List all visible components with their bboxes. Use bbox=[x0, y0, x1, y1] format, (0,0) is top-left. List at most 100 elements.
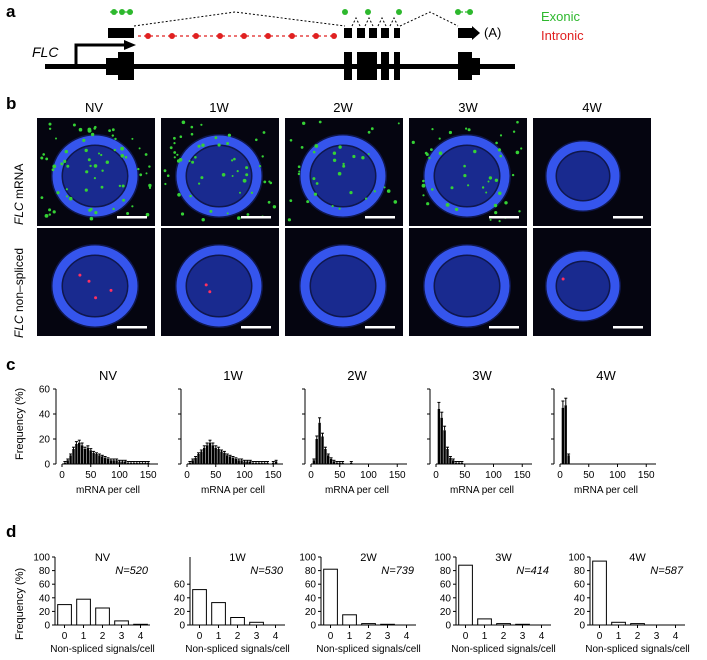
exonic-signal bbox=[386, 189, 391, 193]
nucleus-ring bbox=[424, 135, 510, 217]
x-tick-label: 3 bbox=[520, 631, 526, 642]
exonic-signal bbox=[497, 148, 501, 152]
hist-bar bbox=[237, 460, 240, 465]
hist-title: 4W bbox=[596, 368, 616, 383]
nucleus-interior bbox=[557, 262, 609, 310]
hist-bar bbox=[460, 462, 464, 465]
exonic-signal bbox=[255, 138, 258, 142]
exonic-signal bbox=[100, 185, 104, 189]
nucleus-ring bbox=[424, 245, 510, 327]
exonic-signal bbox=[226, 212, 229, 215]
exonic-signal bbox=[169, 146, 173, 150]
exonic-signal bbox=[82, 138, 86, 142]
hist-bar bbox=[69, 455, 72, 465]
bar bbox=[611, 621, 626, 626]
hist-bar bbox=[72, 449, 75, 464]
panel-d-letter: d bbox=[6, 522, 17, 541]
exonic-signal bbox=[373, 190, 376, 193]
bar-xlabel: Non-spliced signals/cell bbox=[316, 644, 421, 655]
bar bbox=[76, 598, 91, 626]
x-tick-label: 0 bbox=[463, 631, 469, 642]
exonic-signal bbox=[250, 191, 254, 194]
exonic-signal bbox=[87, 158, 91, 162]
exonic-signal bbox=[164, 182, 167, 186]
nucleus-ring bbox=[546, 251, 620, 321]
hist-bar bbox=[260, 462, 263, 465]
y-tick-label: 60 bbox=[574, 580, 586, 591]
exonic-signal bbox=[122, 198, 126, 202]
x-tick-label: 2 bbox=[635, 631, 641, 642]
y-tick-label: 100 bbox=[299, 553, 316, 564]
panel-c-letter: c bbox=[6, 355, 16, 374]
nucleus-interior bbox=[311, 146, 375, 206]
exonic-signal bbox=[111, 128, 115, 132]
exonic-signal bbox=[272, 205, 277, 209]
hist-bar bbox=[246, 461, 249, 464]
exonic-signal bbox=[94, 211, 98, 215]
exonic-signal bbox=[137, 167, 140, 171]
scale-bar bbox=[613, 216, 643, 219]
exonic-signal bbox=[438, 151, 443, 155]
exonic-signal bbox=[365, 197, 368, 200]
exonic-signal bbox=[173, 136, 176, 140]
nucleus-ring bbox=[52, 245, 138, 327]
bar bbox=[496, 623, 511, 626]
x-tick-label: 4 bbox=[404, 631, 410, 642]
exonic-signal bbox=[85, 170, 89, 174]
y-tick-label: 40 bbox=[39, 593, 51, 604]
y-tick-label: 40 bbox=[174, 593, 186, 604]
hist-bar bbox=[63, 462, 67, 465]
exonic-signal bbox=[52, 210, 56, 214]
nucleus-interior bbox=[557, 152, 609, 200]
y-tick-label: 0 bbox=[579, 621, 585, 632]
exonic-signal bbox=[118, 184, 122, 188]
exonic-signal bbox=[200, 123, 203, 126]
hist-bar bbox=[223, 452, 226, 465]
exonic-signal bbox=[337, 171, 342, 176]
hist-bar bbox=[135, 462, 138, 465]
bar bbox=[95, 607, 110, 626]
micrograph-mrna-1w bbox=[161, 118, 279, 226]
hist-bar bbox=[452, 460, 455, 465]
scale-bar bbox=[241, 326, 271, 329]
hist-bar bbox=[228, 456, 232, 464]
micrograph-mrna-nv bbox=[37, 118, 155, 226]
exonic-signal bbox=[263, 180, 267, 184]
exonic-signal bbox=[51, 168, 55, 172]
exonic-signal bbox=[40, 196, 44, 199]
x-tick-label: 1 bbox=[216, 631, 222, 642]
nucleus-interior bbox=[187, 146, 251, 206]
bar bbox=[515, 623, 530, 626]
hist-bar bbox=[449, 457, 452, 465]
intronic-signal bbox=[109, 288, 113, 292]
row-label-nonspliced: FLC non–spliced bbox=[12, 247, 26, 338]
hist-bar bbox=[83, 449, 87, 464]
x-tick-label: 3 bbox=[254, 631, 260, 642]
micrograph-nonspliced-nv bbox=[37, 228, 155, 336]
exonic-signal bbox=[338, 145, 342, 149]
exonic-signal bbox=[98, 152, 100, 155]
hist-bar bbox=[109, 460, 113, 465]
intronic-probes bbox=[138, 33, 337, 39]
exonic-signal bbox=[108, 129, 111, 132]
hist-title: NV bbox=[99, 368, 117, 383]
hist-bar bbox=[437, 409, 441, 464]
exonic-signal bbox=[467, 128, 471, 132]
exonic-signal bbox=[342, 162, 345, 166]
intronic-signal bbox=[78, 273, 82, 277]
nucleus-ring bbox=[546, 141, 620, 211]
intronic-signal bbox=[94, 296, 98, 300]
exonic-signal bbox=[56, 191, 60, 195]
hist-bar bbox=[266, 462, 269, 465]
hist-title: 1W bbox=[223, 368, 243, 383]
x-tick-label: 0 bbox=[184, 470, 190, 481]
x-tick-label: 100 bbox=[111, 470, 128, 481]
exonic-signal bbox=[298, 170, 301, 173]
x-tick-label: 100 bbox=[485, 470, 502, 481]
exonic-signal bbox=[78, 127, 83, 132]
x-tick-label: 2 bbox=[501, 631, 507, 642]
exonic-signal bbox=[93, 164, 98, 168]
sample-size: N=520 bbox=[115, 565, 149, 577]
hist-bar bbox=[272, 462, 275, 465]
exonic-signal bbox=[52, 164, 57, 169]
